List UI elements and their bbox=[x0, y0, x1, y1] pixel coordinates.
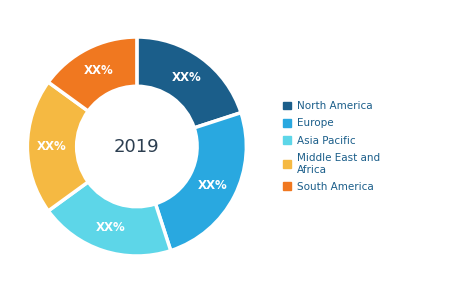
Text: XX%: XX% bbox=[198, 178, 228, 192]
Wedge shape bbox=[155, 113, 246, 251]
Text: XX%: XX% bbox=[96, 221, 126, 234]
Text: 2019: 2019 bbox=[114, 137, 160, 156]
Legend: North America, Europe, Asia Pacific, Middle East and
Africa, South America: North America, Europe, Asia Pacific, Mid… bbox=[280, 98, 383, 195]
Text: XX%: XX% bbox=[37, 140, 67, 153]
Wedge shape bbox=[48, 182, 171, 256]
Text: XX%: XX% bbox=[84, 64, 113, 77]
Wedge shape bbox=[137, 37, 241, 128]
Text: XX%: XX% bbox=[172, 71, 202, 84]
Wedge shape bbox=[48, 37, 137, 111]
Wedge shape bbox=[27, 82, 88, 211]
